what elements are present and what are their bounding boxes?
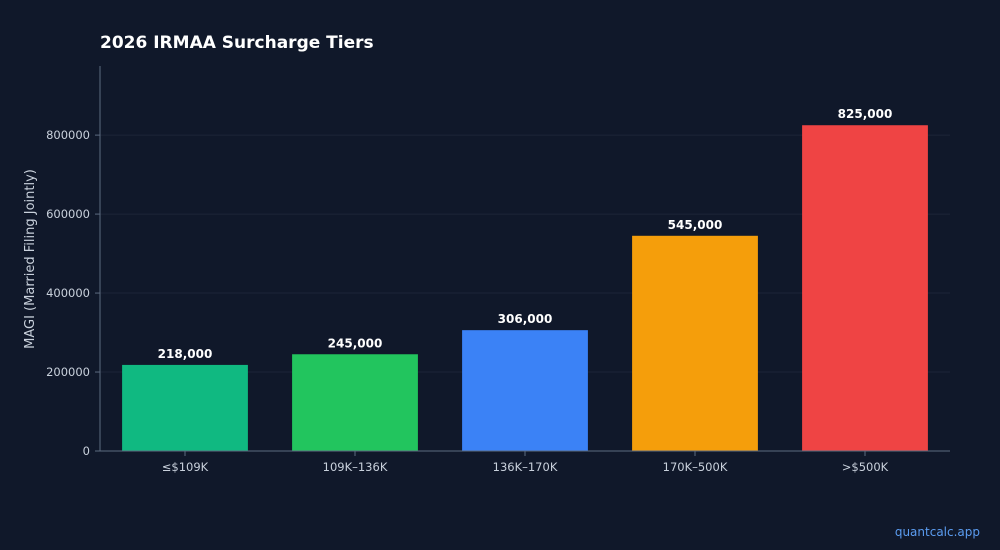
x-tick-label: 136K–170K	[493, 460, 558, 474]
bar	[802, 125, 928, 451]
labels: 0 200000 400000 600000 800000 218,000 ≤$109K 24…	[46, 107, 892, 474]
y-tick-label: 800000	[46, 128, 90, 142]
data-label: 306,000	[498, 312, 553, 326]
watermark: quantcalc.app	[894, 525, 980, 539]
data-label: 825,000	[838, 107, 893, 121]
y-tick-label: 0	[83, 444, 90, 458]
x-tick-label: 170K–500K	[663, 460, 728, 474]
bar	[462, 330, 588, 451]
bar	[292, 354, 418, 451]
data-label: 218,000	[158, 347, 213, 361]
data-label: 245,000	[328, 336, 383, 350]
y-tick-label: 200000	[46, 365, 90, 379]
x-tick-label: 109K–136K	[323, 460, 388, 474]
y-axis-title: MAGI (Married Filing Jointly)	[23, 169, 38, 349]
bar	[122, 364, 248, 451]
axes	[95, 66, 950, 456]
data-label: 545,000	[668, 218, 723, 232]
bars	[122, 125, 928, 451]
x-tick-label: ≤$109K	[162, 460, 209, 474]
x-tick-label: >$500K	[842, 460, 889, 474]
chart-title: 2026 IRMAA Surcharge Tiers	[100, 33, 374, 53]
bar	[632, 235, 758, 451]
y-tick-label: 600000	[46, 207, 90, 221]
y-tick-label: 400000	[46, 286, 90, 300]
